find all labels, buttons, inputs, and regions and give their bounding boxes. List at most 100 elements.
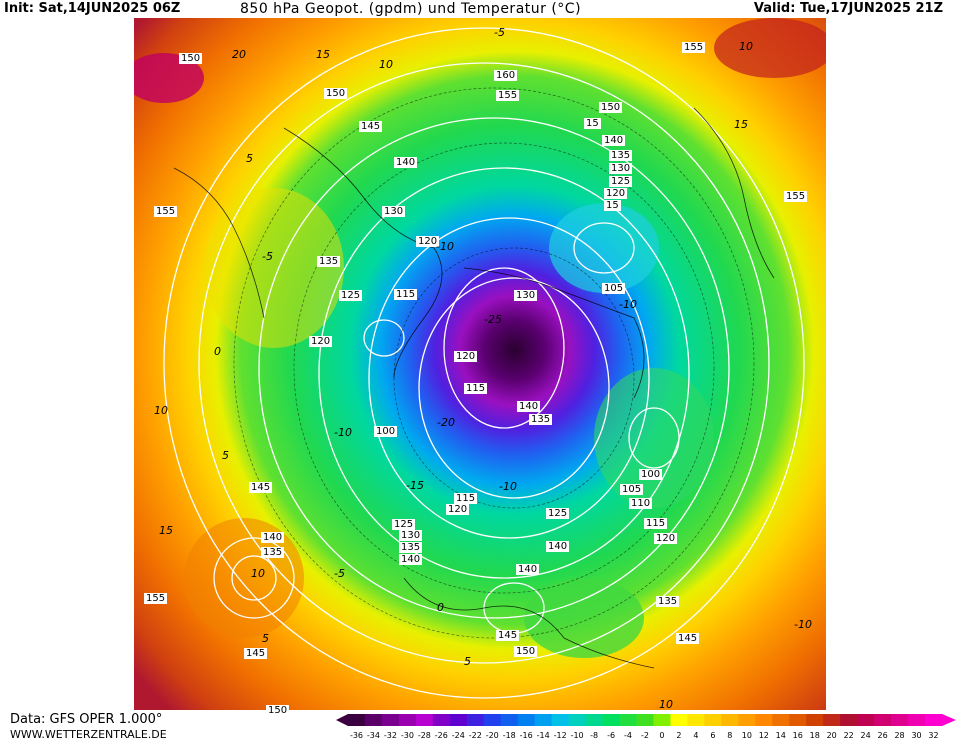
geopotential-label: 140 [602,135,626,146]
geopotential-label: 155 [154,206,178,217]
legend-tick-label: -30 [401,731,414,740]
geopotential-label: 135 [399,542,423,553]
legend-swatch [857,714,875,726]
temperature-label: 10 [251,567,265,580]
geopotential-label: 140 [394,157,418,168]
geopotential-label: 135 [529,414,553,425]
legend-tick-label: 16 [793,731,803,740]
legend-tick-label: -14 [537,731,550,740]
legend-tick-label: -12 [554,731,567,740]
temperature-label: 5 [464,655,471,668]
legend-tick-label: 14 [776,731,786,740]
geopotential-label: 135 [317,256,341,267]
legend-tick-label: 32 [928,731,938,740]
geopotential-label: 135 [261,547,285,558]
weather-map: 150 150 160 155 155 150 15 145 140 140 135 130 125 12… [134,18,826,716]
geopotential-label: 105 [620,484,644,495]
legend-swatch [925,714,943,726]
legend-swatch [398,714,417,726]
geopotential-label: 140 [399,554,423,565]
geopotential-label: 150 [266,705,290,716]
geopotential-label: 15 [604,200,621,211]
geopotential-label: 150 [514,646,538,657]
legend-swatch [823,714,841,726]
geopotential-label: 125 [546,508,570,519]
hot-corner-nw [134,53,204,103]
temperature-label: -25 [484,313,502,326]
geopotential-label: 100 [374,426,398,437]
cold-pool-east [549,203,659,293]
init-time: Init: Sat,14JUN2025 06Z [4,1,181,16]
geopotential-label: 120 [416,236,440,247]
legend-arrow-left [336,714,348,726]
legend-swatch [568,714,587,726]
temperature-legend: -36 -34 -32 -30 -28 -26 -24 -22 -20 -18 -16 -14 -12-… [336,712,958,741]
legend-tick-label: 20 [827,731,837,740]
geopotential-label: 130 [399,530,423,541]
legend-tick-label: 2 [676,731,681,740]
temperature-label: 5 [222,449,229,462]
legend-tick-label: 24 [861,731,871,740]
temperature-label: 15 [316,48,330,61]
legend-swatch [738,714,756,726]
geopotential-label: 145 [249,482,273,493]
geopotential-label: 145 [676,633,700,644]
temperature-label: -5 [262,250,273,263]
geopotential-label: 120 [454,351,478,362]
valid-time: Valid: Tue,17JUN2025 21Z [753,1,943,16]
geopotential-label: 120 [654,533,678,544]
legend-tick-label: -26 [435,731,448,740]
legend-swatch [891,714,909,726]
geopotential-label: 150 [599,102,623,113]
legend-tick-label: 12 [759,731,769,740]
temperature-label: -10 [334,426,352,439]
legend-swatch [585,714,604,726]
geopotential-label: 135 [656,596,680,607]
temperature-label: 0 [437,601,444,614]
geopotential-label: 155 [496,90,520,101]
legend-swatch [466,714,485,726]
legend-swatch [619,714,638,726]
geopotential-label: 160 [494,70,518,81]
legend-tick-label: 28 [894,731,904,740]
geopotential-label: 115 [394,289,418,300]
legend-tick-label: -4 [624,731,632,740]
geopotential-label: 125 [339,290,363,301]
hot-corner-ne [714,18,826,78]
geopotential-label: 145 [359,121,383,132]
geopotential-label: 140 [261,532,285,543]
geopotential-label: 105 [602,283,626,294]
geopotential-label: 15 [584,118,601,129]
geopotential-label: 145 [244,648,268,659]
geopotential-label: 155 [682,42,706,53]
temperature-label: 5 [246,152,253,165]
legend-swatch [687,714,705,726]
geopotential-label: 150 [179,53,203,64]
legend-swatch [721,714,739,726]
temperature-label: 15 [159,524,173,537]
legend-tick-label: -6 [607,731,615,740]
geopotential-label: 130 [609,163,633,174]
geopotential-label: 125 [392,519,416,530]
legend-tick-label: -22 [469,731,482,740]
legend-swatch [636,714,654,726]
legend-swatch [364,714,383,726]
legend-tick-label: 30 [911,731,921,740]
geopotential-label: 100 [639,469,663,480]
legend-tick-label: -2 [641,731,649,740]
geopotential-label: 155 [784,191,808,202]
legend-tick-label: -28 [418,731,431,740]
temperature-label: 0 [214,345,221,358]
geopotential-label: 155 [144,593,168,604]
legend-tick-label: 26 [878,731,888,740]
chart-title: 850 hPa Geopot. (gpdm) und Temperatur (°… [240,1,582,17]
geopotential-label: 115 [644,518,668,529]
geopotential-label: 115 [464,383,488,394]
legend-swatch [551,714,570,726]
temperature-label: 10 [379,58,393,71]
legend-tick-label: 10 [742,731,752,740]
legend-tick-label: -20 [486,731,499,740]
geopotential-label: 150 [324,88,348,99]
legend-swatch [772,714,790,726]
legend-tick-label: -24 [452,731,465,740]
